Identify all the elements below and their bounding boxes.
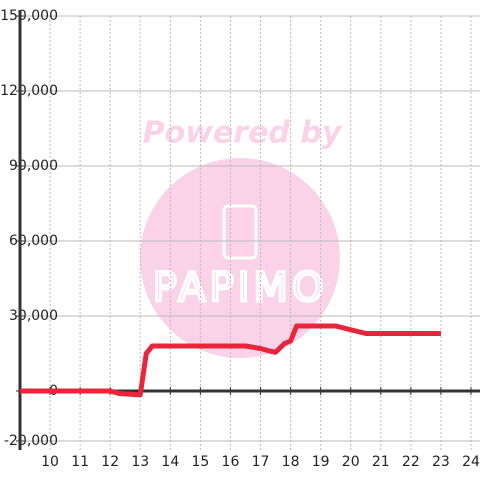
- x-tick-label: 24: [462, 454, 480, 470]
- y-tick-label: 150,000: [0, 8, 58, 24]
- y-tick-label: 120,000: [0, 83, 58, 99]
- data-line: [20, 323, 441, 398]
- watermark-text: Powered by: [143, 116, 343, 151]
- x-tick-label: 17: [252, 454, 270, 470]
- x-tick-label: 22: [402, 454, 420, 470]
- x-tick-label: 10: [41, 454, 59, 470]
- watermark-icon: [222, 204, 258, 260]
- y-tick-label: -20,000: [4, 433, 58, 449]
- y-tick-label: 90,000: [9, 158, 58, 174]
- x-tick-label: 11: [71, 454, 89, 470]
- x-tick-label: 16: [222, 454, 240, 470]
- x-tick-label: 12: [101, 454, 119, 470]
- x-tick-label: 13: [131, 454, 149, 470]
- x-tick-label: 14: [161, 454, 179, 470]
- watermark-text: PAPIMO: [153, 265, 328, 311]
- x-tick-label: 20: [342, 454, 360, 470]
- x-tick-label: 18: [282, 454, 300, 470]
- y-tick-label: 30,000: [9, 308, 58, 324]
- x-tick-label: 23: [432, 454, 450, 470]
- x-tick-label: 19: [312, 454, 330, 470]
- y-tick-label: 60,000: [9, 233, 58, 249]
- x-tick-label: 21: [372, 454, 390, 470]
- x-tick-label: 15: [191, 454, 209, 470]
